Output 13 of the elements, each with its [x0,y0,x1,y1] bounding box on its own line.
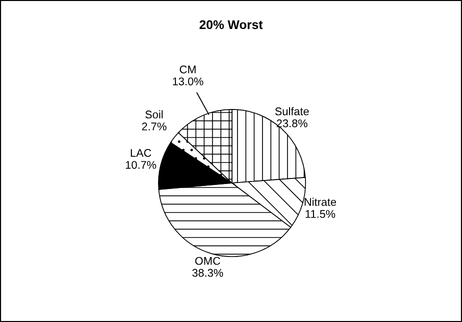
data-label: 11.5% [306,210,336,218]
slice-label: OMC [195,256,220,265]
slice-label: LAC [130,149,152,157]
data-label: 23.8% [276,119,308,128]
data-label: 2.7% [142,122,166,130]
slice-label: Nitrate [304,198,336,206]
chart-title: 20% Worst [200,20,263,30]
data-label: 13.0% [172,77,204,86]
slice-label: Sulfate [275,107,309,116]
data-label: 10.7% [126,160,156,169]
data-label: 38.3% [192,268,224,277]
slice-label: CM [180,66,196,74]
slice-label: Soil [145,110,163,118]
